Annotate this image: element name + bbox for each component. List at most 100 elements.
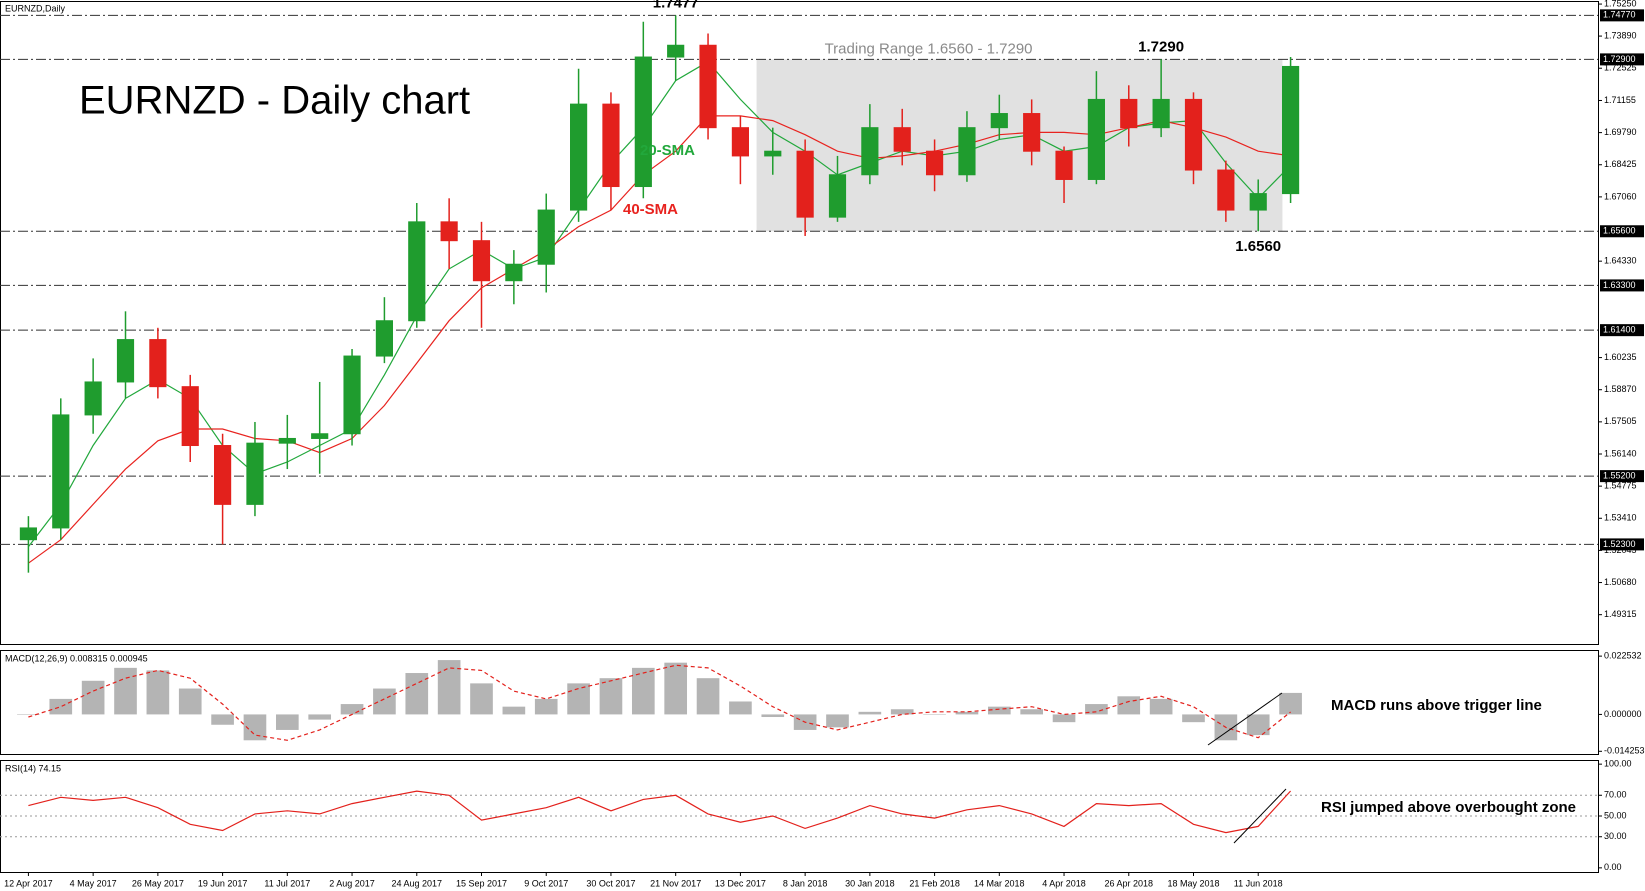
candle-body bbox=[343, 355, 361, 435]
x-tick-label: 12 Apr 2017 bbox=[4, 878, 53, 888]
candle-body bbox=[731, 127, 749, 157]
sma-line bbox=[28, 115, 1291, 564]
candle-body bbox=[116, 339, 135, 383]
macd-bar bbox=[1182, 714, 1205, 723]
macd-bar bbox=[405, 673, 429, 715]
macd-bar bbox=[1279, 692, 1302, 715]
candle-body bbox=[52, 414, 70, 529]
macd-label: MACD(12,26,9) 0.008315 0.000945 bbox=[5, 653, 148, 663]
y-tick-label: 50.00 bbox=[1604, 810, 1627, 820]
macd-bar bbox=[373, 688, 396, 715]
macd-bar bbox=[1149, 698, 1173, 715]
y-tick-label: 1.75250 bbox=[1604, 0, 1637, 8]
x-tick-label: 19 Jun 2017 bbox=[198, 878, 248, 888]
macd-bar bbox=[826, 714, 849, 728]
main-layer: Trading Range 1.6560 - 1.7290 1.75250 1.73… bbox=[4, 0, 1644, 888]
macd-bar bbox=[49, 698, 73, 715]
macd-bar bbox=[243, 714, 267, 741]
macd-note: MACD runs above trigger line bbox=[1331, 697, 1542, 714]
macd-bar bbox=[211, 714, 234, 725]
candle-body bbox=[764, 150, 782, 157]
macd-bar bbox=[664, 662, 688, 715]
macd-bar bbox=[923, 714, 946, 715]
y-tick-label: 1.72525 bbox=[1604, 63, 1637, 73]
x-tick-label: 24 Aug 2017 bbox=[391, 878, 442, 888]
y-tick-label: 1.68425 bbox=[1604, 159, 1637, 169]
candle-body bbox=[84, 381, 102, 416]
candle-body bbox=[408, 221, 426, 322]
y-tick-label: 30.00 bbox=[1604, 831, 1627, 841]
legend-entry: 20-SMA bbox=[640, 142, 695, 159]
macd-bar bbox=[761, 714, 785, 718]
rsi-note: RSI jumped above overbought zone bbox=[1321, 799, 1576, 816]
candle-body bbox=[602, 103, 620, 188]
x-tick-label: 15 Sep 2017 bbox=[456, 878, 507, 888]
chart-title: EURNZD - Daily chart bbox=[79, 79, 470, 123]
candle-body bbox=[440, 221, 458, 242]
y-tick-label: 1.73890 bbox=[1604, 30, 1637, 40]
macd-bar bbox=[340, 704, 364, 715]
candle-body bbox=[311, 433, 329, 439]
sma-line bbox=[27, 60, 1292, 548]
candle-body bbox=[1023, 113, 1041, 152]
x-tick-label: 26 May 2017 bbox=[132, 878, 184, 888]
candle-body bbox=[181, 386, 199, 447]
macd-bar bbox=[470, 683, 493, 715]
macd-bar bbox=[1020, 709, 1044, 715]
macd-bar bbox=[146, 670, 170, 715]
trading-range-label: Trading Range 1.6560 - 1.7290 bbox=[825, 40, 1033, 57]
candle-body bbox=[828, 174, 847, 218]
x-tick-label: 2 Aug 2017 bbox=[329, 878, 375, 888]
candle-body bbox=[570, 103, 588, 211]
candle-body bbox=[149, 339, 167, 388]
legend-entry: 40-SMA bbox=[623, 201, 678, 218]
macd-bar bbox=[81, 680, 105, 715]
x-tick-label: 4 May 2017 bbox=[70, 878, 117, 888]
x-tick-label: 21 Feb 2018 bbox=[909, 878, 960, 888]
x-tick-label: 26 Apr 2018 bbox=[1104, 878, 1153, 888]
y-tick-label: 1.49315 bbox=[1604, 609, 1637, 619]
y-tick-label: 100.00 bbox=[1604, 759, 1632, 769]
macd-bar bbox=[1052, 714, 1076, 723]
level-box bbox=[1600, 470, 1644, 483]
candle-body bbox=[861, 127, 879, 176]
y-tick-label: 1.64330 bbox=[1604, 256, 1637, 266]
macd-bar bbox=[1117, 696, 1141, 715]
macd-bar bbox=[858, 711, 882, 715]
y-tick-label: 1.58870 bbox=[1604, 384, 1637, 394]
candle-body bbox=[634, 56, 652, 188]
level-label: 1.63300 bbox=[1603, 280, 1636, 290]
panel-frame bbox=[0, 650, 1599, 755]
panel-frame bbox=[0, 1, 1599, 645]
candle-body bbox=[537, 209, 555, 265]
trend-line bbox=[1233, 788, 1287, 844]
y-tick-label: 1.53410 bbox=[1604, 513, 1637, 523]
rsi-line bbox=[28, 790, 1292, 834]
candle-body bbox=[990, 113, 1008, 129]
candle-body bbox=[505, 263, 523, 282]
candle-body bbox=[958, 127, 976, 176]
candle-body bbox=[1249, 193, 1267, 211]
level-label: 1.65600 bbox=[1603, 226, 1636, 236]
candle-body bbox=[1087, 98, 1105, 180]
candle-body bbox=[1281, 65, 1300, 195]
y-tick-label: 1.67060 bbox=[1604, 191, 1637, 201]
macd-bar bbox=[631, 667, 655, 715]
x-tick-label: 30 Jan 2018 bbox=[845, 878, 895, 888]
x-tick-label: 8 Jan 2018 bbox=[783, 878, 828, 888]
candle-body bbox=[19, 527, 38, 541]
rsi-label: RSI(14) 74.15 bbox=[5, 763, 61, 773]
candle-body bbox=[246, 442, 264, 505]
level-label: 1.61400 bbox=[1603, 325, 1636, 335]
macd-bar bbox=[890, 709, 914, 715]
level-box bbox=[1600, 279, 1644, 292]
macd-bar bbox=[502, 706, 526, 715]
price-annotation: 1.7290 bbox=[1138, 38, 1184, 55]
macd-bar bbox=[599, 678, 623, 715]
y-tick-label: 1.54775 bbox=[1604, 481, 1637, 491]
candle-body bbox=[893, 127, 911, 152]
symbol-label: EURNZD,Daily bbox=[5, 3, 66, 13]
level-box bbox=[1600, 225, 1644, 238]
y-tick-label: 1.71155 bbox=[1604, 95, 1636, 105]
